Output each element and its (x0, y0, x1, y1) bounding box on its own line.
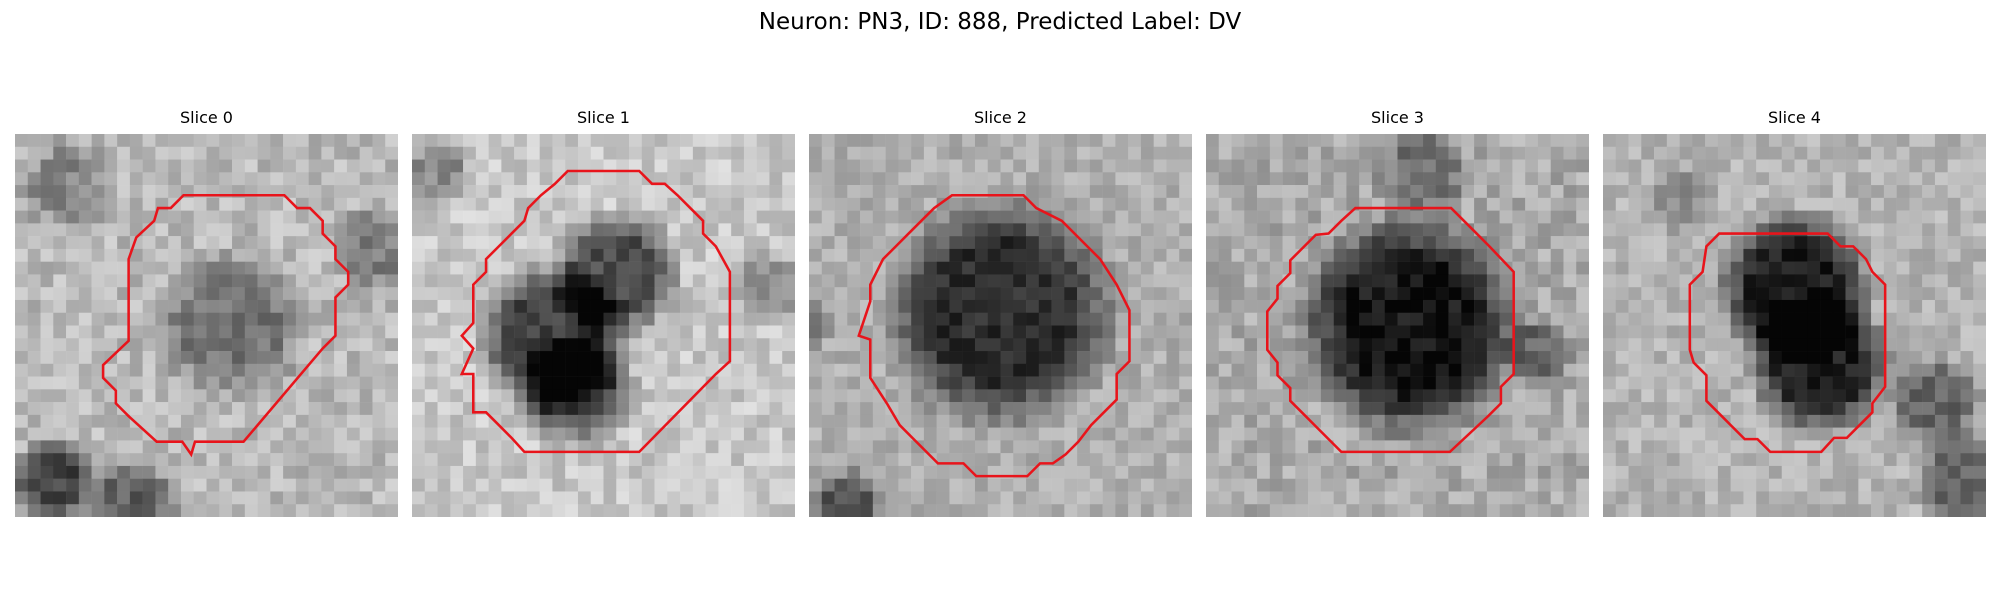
slice-title-1: Slice 1 (577, 108, 630, 127)
segmentation-contour-0 (101, 194, 350, 458)
segmentation-contour-4 (1688, 232, 1887, 454)
slice-image-2 (809, 134, 1192, 517)
slice-image-0 (15, 134, 398, 517)
slice-image-4 (1603, 134, 1986, 517)
slice-pixels-2 (809, 134, 1192, 517)
slice-pixels-4 (1603, 134, 1986, 517)
slice-title-0: Slice 0 (180, 108, 233, 127)
figure-title: Neuron: PN3, ID: 888, Predicted Label: D… (758, 9, 1242, 35)
segmentation-contour-2 (857, 194, 1131, 478)
slice-pixels-3 (1206, 134, 1589, 517)
segmentation-contour-3 (1266, 206, 1515, 454)
slice-title-2: Slice 2 (974, 108, 1027, 127)
slice-image-3 (1206, 134, 1589, 517)
slice-pixels-0 (15, 134, 398, 517)
slice-image-1 (412, 134, 795, 517)
slice-title-3: Slice 3 (1371, 108, 1424, 127)
slice-title-4: Slice 4 (1768, 108, 1821, 127)
segmentation-contour-1 (459, 169, 732, 454)
